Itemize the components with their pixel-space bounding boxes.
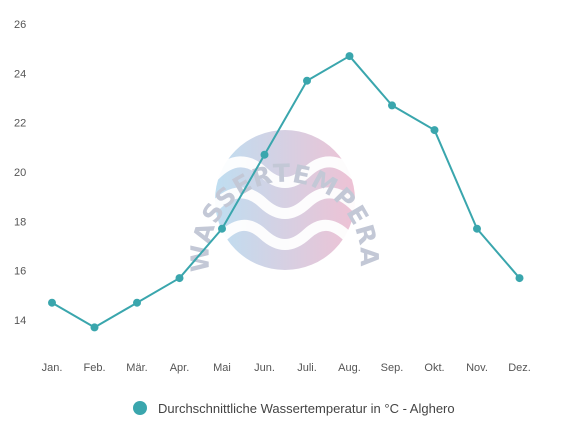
data-point[interactable] — [303, 76, 311, 85]
data-point[interactable] — [260, 150, 269, 159]
data-point[interactable] — [473, 224, 481, 233]
x-axis: Jan. Feb. Mär. Apr. Mai Jun. Juli. Aug. Sep. Okt.… — [42, 362, 531, 374]
legend-label[interactable]: Durchschnittliche Wassertemperatur in °C… — [158, 401, 455, 416]
y-tick-label: 14 — [14, 315, 26, 327]
data-point[interactable] — [515, 274, 524, 283]
plot-area — [48, 52, 524, 332]
y-tick-label: 18 — [14, 216, 26, 228]
y-tick-label: 20 — [14, 167, 26, 179]
data-point[interactable] — [388, 101, 396, 110]
x-tick-label: Nov. — [466, 362, 488, 374]
data-point[interactable] — [345, 52, 354, 61]
x-tick-label: Jan. — [42, 362, 63, 374]
x-tick-label: Dez. — [508, 362, 531, 374]
x-tick-label: Mai — [213, 362, 231, 374]
data-point[interactable] — [175, 274, 184, 283]
y-axis: 14 16 18 20 22 24 26 — [14, 19, 26, 327]
watermark-logo: WASSERTEMPERATUR.ORG — [0, 0, 383, 272]
watermark-waves-icon — [209, 156, 361, 250]
data-point[interactable] — [48, 298, 56, 307]
y-tick-label: 16 — [14, 266, 26, 278]
x-tick-label: Sep. — [381, 362, 404, 374]
x-tick-label: Jun. — [254, 362, 275, 374]
x-tick-label: Juli. — [297, 362, 317, 374]
data-point[interactable] — [218, 224, 226, 233]
x-tick-label: Aug. — [338, 362, 361, 374]
series-line — [51, 55, 521, 329]
x-tick-label: Feb. — [83, 362, 105, 374]
data-point[interactable] — [430, 126, 439, 135]
data-point[interactable] — [90, 323, 99, 332]
legend[interactable]: Durchschnittliche Wassertemperatur in °C… — [133, 401, 455, 416]
y-tick-label: 24 — [14, 68, 26, 80]
data-point[interactable] — [133, 298, 141, 307]
y-tick-label: 26 — [14, 19, 26, 31]
x-tick-label: Apr. — [170, 362, 190, 374]
x-tick-label: Mär. — [126, 362, 147, 374]
legend-marker[interactable] — [133, 401, 147, 415]
y-tick-label: 22 — [14, 118, 26, 130]
x-tick-label: Okt. — [424, 362, 444, 374]
